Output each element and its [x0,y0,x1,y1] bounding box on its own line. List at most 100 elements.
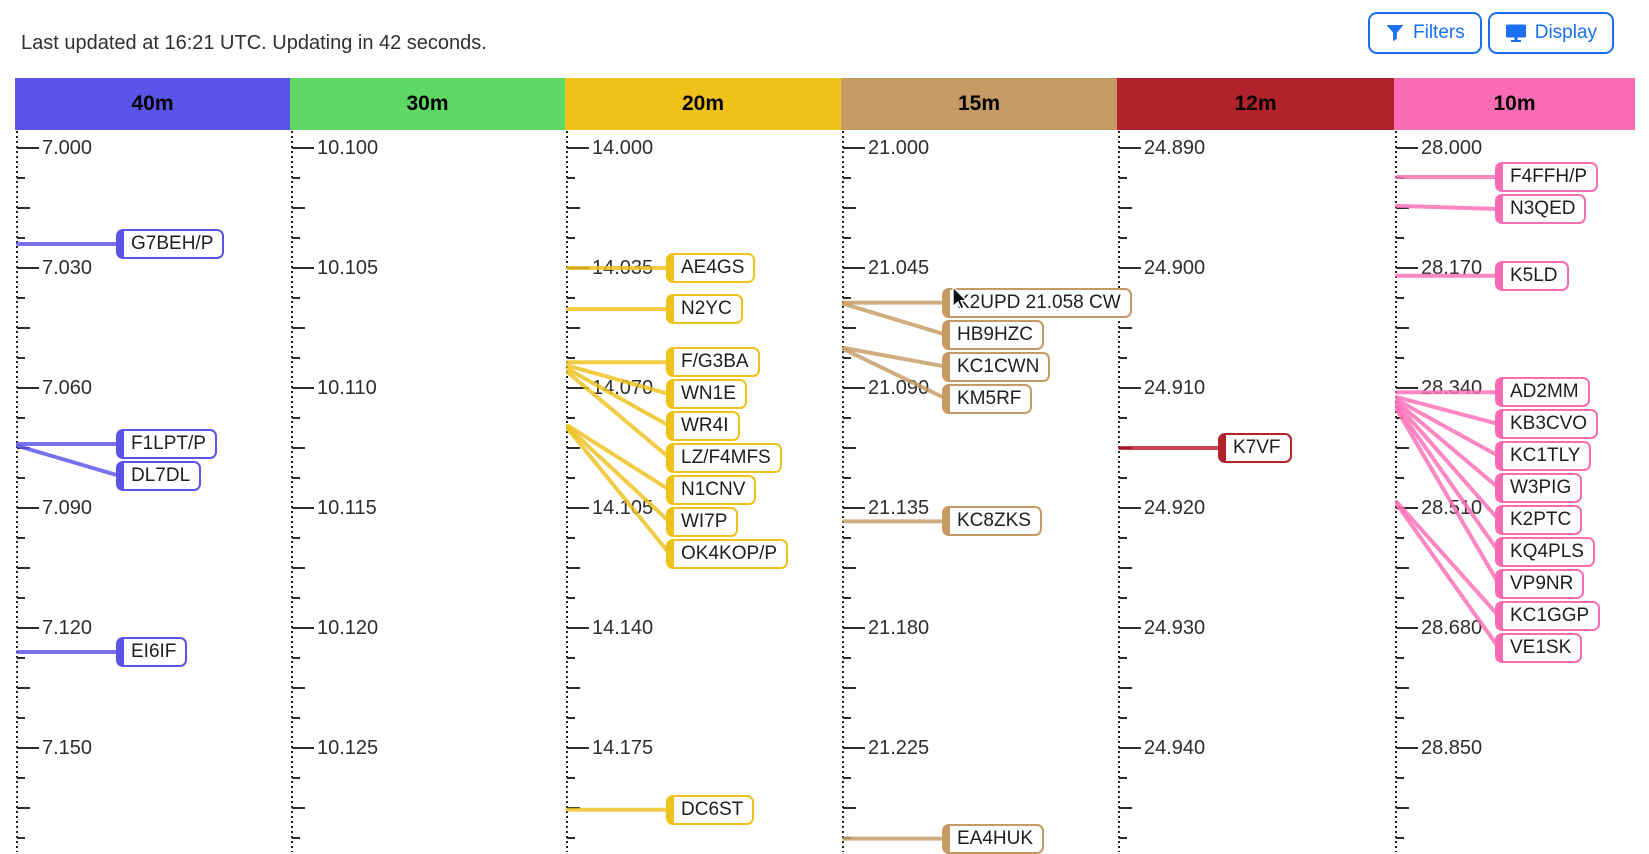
spot-KM5RF[interactable]: KM5RF [942,383,1033,414]
minor-tick [567,207,580,210]
major-tick [17,507,39,510]
tick-label-15m-21.045: 21.045 [868,257,930,279]
minor-tick [1119,327,1132,330]
major-tick [292,507,314,510]
minor-tick [292,687,305,690]
minor-tick [1119,657,1127,660]
minor-tick [17,327,30,330]
major-tick [17,627,39,630]
minor-tick [843,297,851,300]
spot-F1LPT/P[interactable]: F1LPT/P [116,429,217,459]
tick-label-30m-10.115: 10.115 [317,497,377,519]
spot-AE4GS[interactable]: AE4GS [666,253,756,283]
minor-tick [292,597,300,600]
spot-VE1SK[interactable]: VE1SK [1495,633,1583,664]
band-header-15m: 15m [841,78,1117,130]
spot-F/G3BA[interactable]: F/G3BA [666,347,760,378]
spot-K2UPD[interactable]: K2UPD 21.058 CW [942,287,1132,318]
toolbar: Filters Display [1368,12,1615,54]
major-tick [1119,627,1141,630]
spot-N3QED[interactable]: N3QED [1495,193,1587,224]
minor-tick [292,807,305,810]
spot-DC6ST[interactable]: DC6ST [666,794,755,825]
tick-label-40m-7.060: 7.060 [42,377,93,399]
minor-tick [843,687,856,690]
minor-tick [843,537,851,540]
spot-KC1CWN[interactable]: KC1CWN [942,351,1051,382]
minor-tick [292,177,300,180]
major-tick [567,507,589,510]
minor-tick [1119,837,1127,840]
tick-label-10m-28.850: 28.850 [1421,737,1483,759]
spot-KC8ZKS[interactable]: KC8ZKS [942,506,1042,537]
minor-tick [567,657,575,660]
minor-tick [292,237,300,240]
tick-label-40m-7.000: 7.000 [42,137,93,159]
spot-KB3CVO[interactable]: KB3CVO [1495,409,1599,440]
spot-VP9NR[interactable]: VP9NR [1495,569,1585,600]
minor-tick [843,417,851,420]
spot-G7BEH/P[interactable]: G7BEH/P [116,229,225,259]
major-tick [292,147,314,150]
minor-tick [17,357,25,360]
minor-tick [1396,177,1404,180]
minor-tick [1396,657,1404,660]
minor-tick [292,207,305,210]
tick-label-20m-14.070: 14.070 [592,377,654,399]
band-header-30m: 30m [290,78,565,130]
filters-button[interactable]: Filters [1368,12,1482,54]
spot-line-HB9HZC [842,302,948,337]
spot-KC1TLY[interactable]: KC1TLY [1495,441,1592,472]
major-tick [292,627,314,630]
major-tick [567,627,589,630]
minor-tick [17,687,30,690]
major-tick [1396,147,1418,150]
major-tick [1396,267,1418,270]
minor-tick [17,207,30,210]
spot-LZ/F4MFS[interactable]: LZ/F4MFS [666,443,782,474]
spot-HB9HZC[interactable]: HB9HZC [942,319,1045,350]
spot-N1CNV[interactable]: N1CNV [666,475,757,506]
spot-K7VF[interactable]: K7VF [1218,433,1292,463]
spot-OK4KOP/P[interactable]: OK4KOP/P [666,539,789,570]
major-tick [843,387,865,390]
major-tick [567,147,589,150]
tick-label-20m-14.000: 14.000 [592,137,654,159]
spot-DL7DL[interactable]: DL7DL [116,461,202,491]
spot-AD2MM[interactable]: AD2MM [1495,377,1590,408]
spot-KC1GGP[interactable]: KC1GGP [1495,601,1601,632]
minor-tick [843,177,851,180]
minor-tick [292,717,300,720]
spot-N2YC[interactable]: N2YC [666,294,743,325]
spot-EI6IF[interactable]: EI6IF [116,637,188,667]
minor-tick [567,297,575,300]
major-tick [843,627,865,630]
major-tick [843,747,865,750]
spot-K5LD[interactable]: K5LD [1495,260,1569,291]
display-button-label: Display [1534,22,1598,43]
spot-line-N3QED [1395,203,1501,211]
spot-KQ4PLS[interactable]: KQ4PLS [1495,537,1595,568]
spot-WI7P[interactable]: WI7P [666,507,739,538]
tick-label-10m-28.680: 28.680 [1421,617,1483,639]
spot-W3PIG[interactable]: W3PIG [1495,473,1583,504]
tick-label-15m-21.090: 21.090 [868,377,930,399]
major-tick [567,387,589,390]
minor-tick [1396,537,1404,540]
minor-tick [567,357,575,360]
display-button[interactable]: Display [1487,12,1615,54]
minor-tick [292,447,305,450]
spot-F4FFH/P[interactable]: F4FFH/P [1495,161,1599,192]
minor-tick [17,717,25,720]
spot-line-W3PIG [1395,400,1501,491]
minor-tick [1119,807,1132,810]
major-tick [1119,267,1141,270]
spot-K2PTC[interactable]: K2PTC [1495,505,1583,536]
minor-tick [567,837,575,840]
spot-WN1E[interactable]: WN1E [666,379,747,410]
spot-WR4I[interactable]: WR4I [666,411,740,442]
minor-tick [17,177,25,180]
major-tick [567,267,589,270]
spot-EA4HUK[interactable]: EA4HUK [942,823,1045,854]
